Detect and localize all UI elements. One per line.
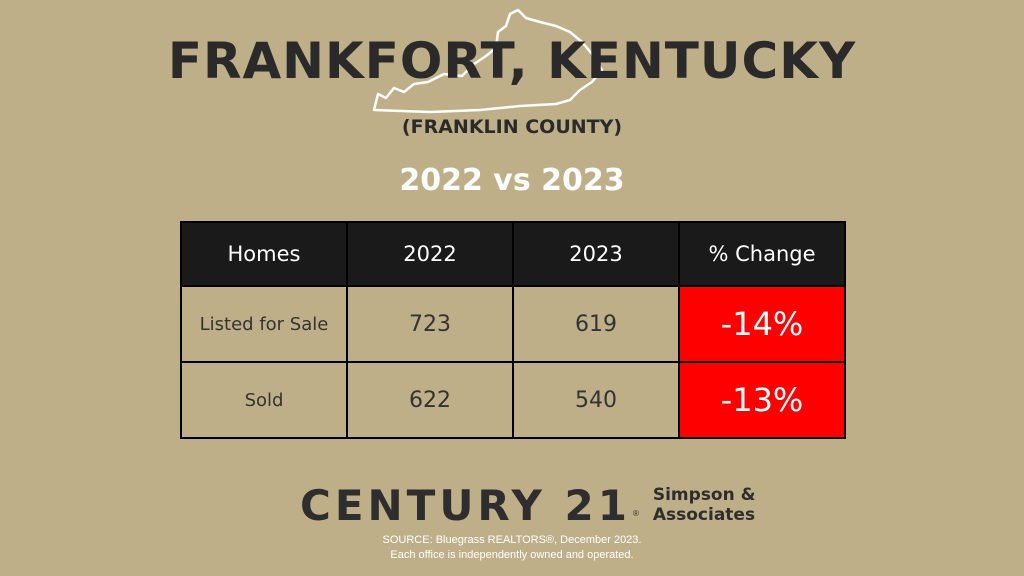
row-label-sold: Sold [180,361,348,439]
listed-2023-value: 619 [512,285,680,363]
listed-2022-value: 723 [346,285,514,363]
row-label-listed: Listed for Sale [180,285,348,363]
table-row: Listed for Sale 723 619 -14% [180,285,846,363]
header-2022: 2022 [346,221,514,287]
footer: SOURCE: Bluegrass REALTORS®, December 20… [0,533,1024,563]
office-name-line2: Associates [652,505,756,525]
comparison-heading: 2022 vs 2023 [399,163,625,198]
disclaimer: Each office is independently owned and o… [390,549,634,561]
sold-change-value: -13% [678,361,846,439]
brand-name: CENTURY 21 [300,480,631,530]
header-percent-change: % Change [678,221,846,287]
housing-stats-table: Homes 2022 2023 % Change Listed for Sale… [180,221,846,439]
registered-mark: ® [632,509,639,518]
brand-logo: CENTURY 21 ® Simpson & Associates [300,480,755,530]
office-name-line1: Simpson & [652,485,756,505]
sold-2022-value: 622 [346,361,514,439]
table-header-row: Homes 2022 2023 % Change [180,221,846,287]
county-subtitle: (FRANKLIN COUNTY) [401,116,623,138]
office-name: Simpson & Associates [653,485,756,525]
table-row: Sold 622 540 -13% [180,361,846,439]
kentucky-outline-icon [372,8,604,114]
header-2023: 2023 [512,221,680,287]
listed-change-value: -14% [678,285,846,363]
page-title: FRANKFORT, KENTUCKY [167,32,857,90]
sold-2023-value: 540 [512,361,680,439]
header-homes: Homes [180,221,348,287]
source-note: SOURCE: Bluegrass REALTORS®, December 20… [382,534,642,546]
